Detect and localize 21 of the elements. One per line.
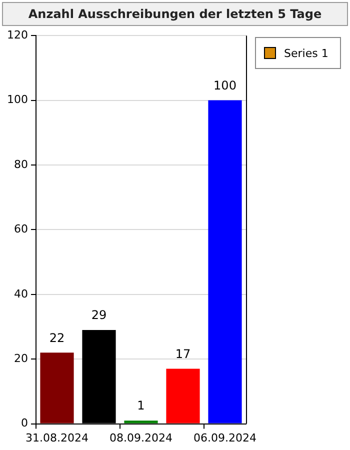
x-tick-label: 08.09.2024 bbox=[110, 431, 172, 444]
bar bbox=[208, 100, 242, 424]
y-tick-label: 40 bbox=[14, 287, 28, 300]
data-label: 17 bbox=[175, 346, 191, 361]
y-tick-label: 120 bbox=[6, 28, 28, 42]
y-tick-label: 0 bbox=[20, 416, 28, 430]
data-label: 22 bbox=[49, 330, 65, 345]
bar bbox=[40, 352, 74, 424]
chart-title: Anzahl Ausschreibungen der letzten 5 Tage bbox=[2, 2, 348, 26]
y-tick-label: 20 bbox=[14, 352, 28, 365]
data-label: 1 bbox=[137, 398, 145, 413]
bar bbox=[166, 368, 200, 424]
x-tick-label: 06.09.2024 bbox=[194, 431, 256, 444]
y-tick-label: 60 bbox=[14, 222, 28, 236]
data-label: 100 bbox=[214, 78, 236, 92]
text: Series 1 bbox=[284, 46, 328, 60]
y-tick-label: 80 bbox=[14, 158, 28, 171]
y-tick-label: 100 bbox=[6, 93, 28, 106]
bar bbox=[124, 420, 158, 424]
data-label: 29 bbox=[91, 308, 107, 322]
x-tick-label: 31.08.2024 bbox=[26, 431, 88, 444]
